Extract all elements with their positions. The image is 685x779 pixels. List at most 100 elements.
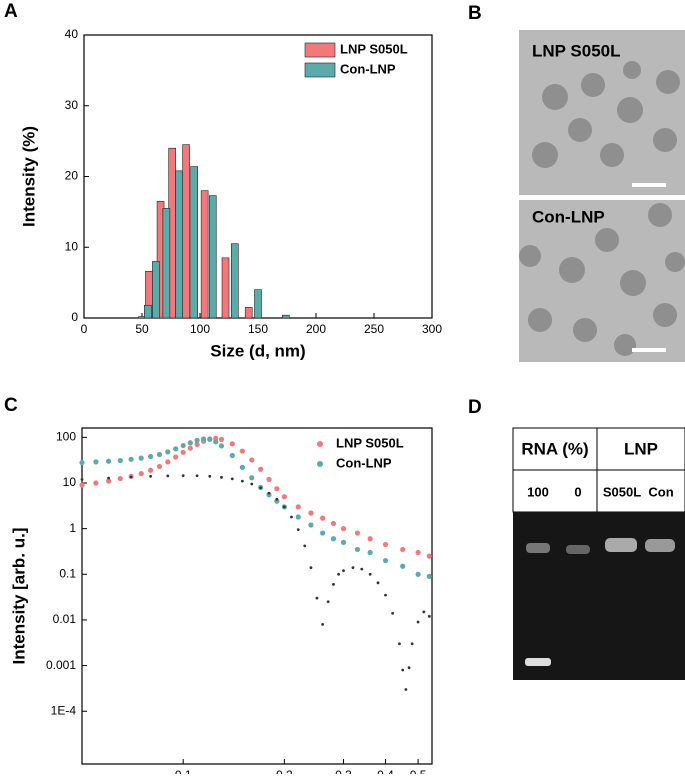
bar [231, 243, 239, 319]
point [426, 553, 432, 559]
band [566, 545, 590, 554]
point [79, 459, 85, 466]
point [250, 482, 254, 486]
gel-image [513, 512, 685, 680]
band [645, 539, 675, 552]
point [239, 448, 245, 454]
point [416, 620, 420, 624]
legend-label: LNP S050L [336, 435, 404, 450]
y-axis-label: Intensity (%) [19, 126, 38, 227]
micrograph-label: Con-LNP [532, 207, 605, 226]
y-tick-label: 0.1 [59, 566, 76, 580]
point [384, 593, 387, 597]
legend-label: Con-LNP [336, 455, 392, 470]
point [342, 569, 345, 573]
point [308, 522, 314, 528]
point [165, 459, 171, 465]
point [296, 528, 300, 532]
point [315, 596, 319, 600]
point [382, 541, 389, 548]
y-tick-label: 20 [65, 169, 79, 183]
point [117, 475, 123, 482]
particles [532, 61, 680, 168]
point [400, 546, 406, 553]
point [401, 668, 405, 672]
point [340, 539, 347, 545]
lane-label: 0 [574, 484, 581, 499]
point [187, 440, 193, 446]
point [117, 457, 123, 464]
legend-label: LNP S050L [340, 41, 408, 56]
point [360, 567, 364, 571]
point [194, 437, 200, 443]
scale-bar [632, 348, 666, 352]
gel-header: RNA (%) [521, 439, 588, 458]
point [166, 474, 170, 478]
y-tick-label: 40 [65, 27, 79, 41]
point [275, 497, 279, 501]
point [303, 544, 307, 548]
point [80, 477, 84, 481]
bar [175, 170, 183, 319]
legend-swatch [317, 441, 323, 447]
bar [144, 304, 152, 319]
bar [200, 190, 209, 319]
point [93, 480, 99, 486]
point [229, 441, 235, 447]
micrographs: LNP S050L Con-LNP B [468, 3, 685, 362]
point [128, 456, 134, 462]
bar [162, 208, 171, 319]
point [351, 566, 355, 570]
y-tick-label: 0 [71, 310, 78, 324]
legend-swatch [304, 42, 336, 58]
point [156, 451, 163, 458]
point [330, 520, 337, 527]
x-axis-label: Size (d, nm) [210, 341, 305, 360]
y-tick-label: 0.001 [46, 658, 76, 672]
point [320, 515, 326, 521]
x-tick-label: 250 [364, 322, 384, 336]
micrograph [519, 200, 685, 362]
point [410, 642, 414, 646]
x-tick-label: 150 [248, 322, 268, 336]
point [407, 666, 411, 670]
point [340, 526, 347, 532]
point [367, 549, 373, 556]
point [181, 474, 185, 478]
point [249, 457, 255, 463]
point [326, 600, 330, 604]
point [218, 443, 225, 449]
point [267, 491, 271, 495]
point [149, 474, 153, 478]
panel-label: C [4, 395, 18, 416]
point [258, 466, 264, 472]
point [213, 439, 219, 445]
point [229, 452, 235, 459]
point [180, 442, 186, 449]
panel-label: D [468, 397, 482, 418]
panel-label: A [4, 1, 18, 22]
micrograph-label: LNP S050L [532, 41, 621, 60]
x-tick-label: 200 [306, 322, 326, 336]
lane-label: 100 [527, 484, 549, 499]
legend-swatch [317, 461, 323, 467]
plot-frame [83, 34, 433, 319]
point [398, 642, 401, 646]
point [354, 546, 361, 553]
y-axis-label: Intensity [arb. u.] [9, 528, 28, 665]
point [173, 454, 179, 460]
point [415, 549, 421, 556]
point [274, 498, 280, 504]
legend-label: Con-LNP [340, 61, 396, 76]
x-tick-label: 0.1 [175, 768, 192, 774]
x-tick-label: 50 [135, 322, 149, 336]
point [220, 475, 223, 479]
point [173, 446, 179, 452]
point [295, 504, 301, 510]
point [249, 475, 255, 481]
point [138, 455, 144, 461]
point [239, 464, 245, 470]
point [354, 530, 361, 536]
point [290, 515, 293, 519]
bar [182, 144, 190, 319]
